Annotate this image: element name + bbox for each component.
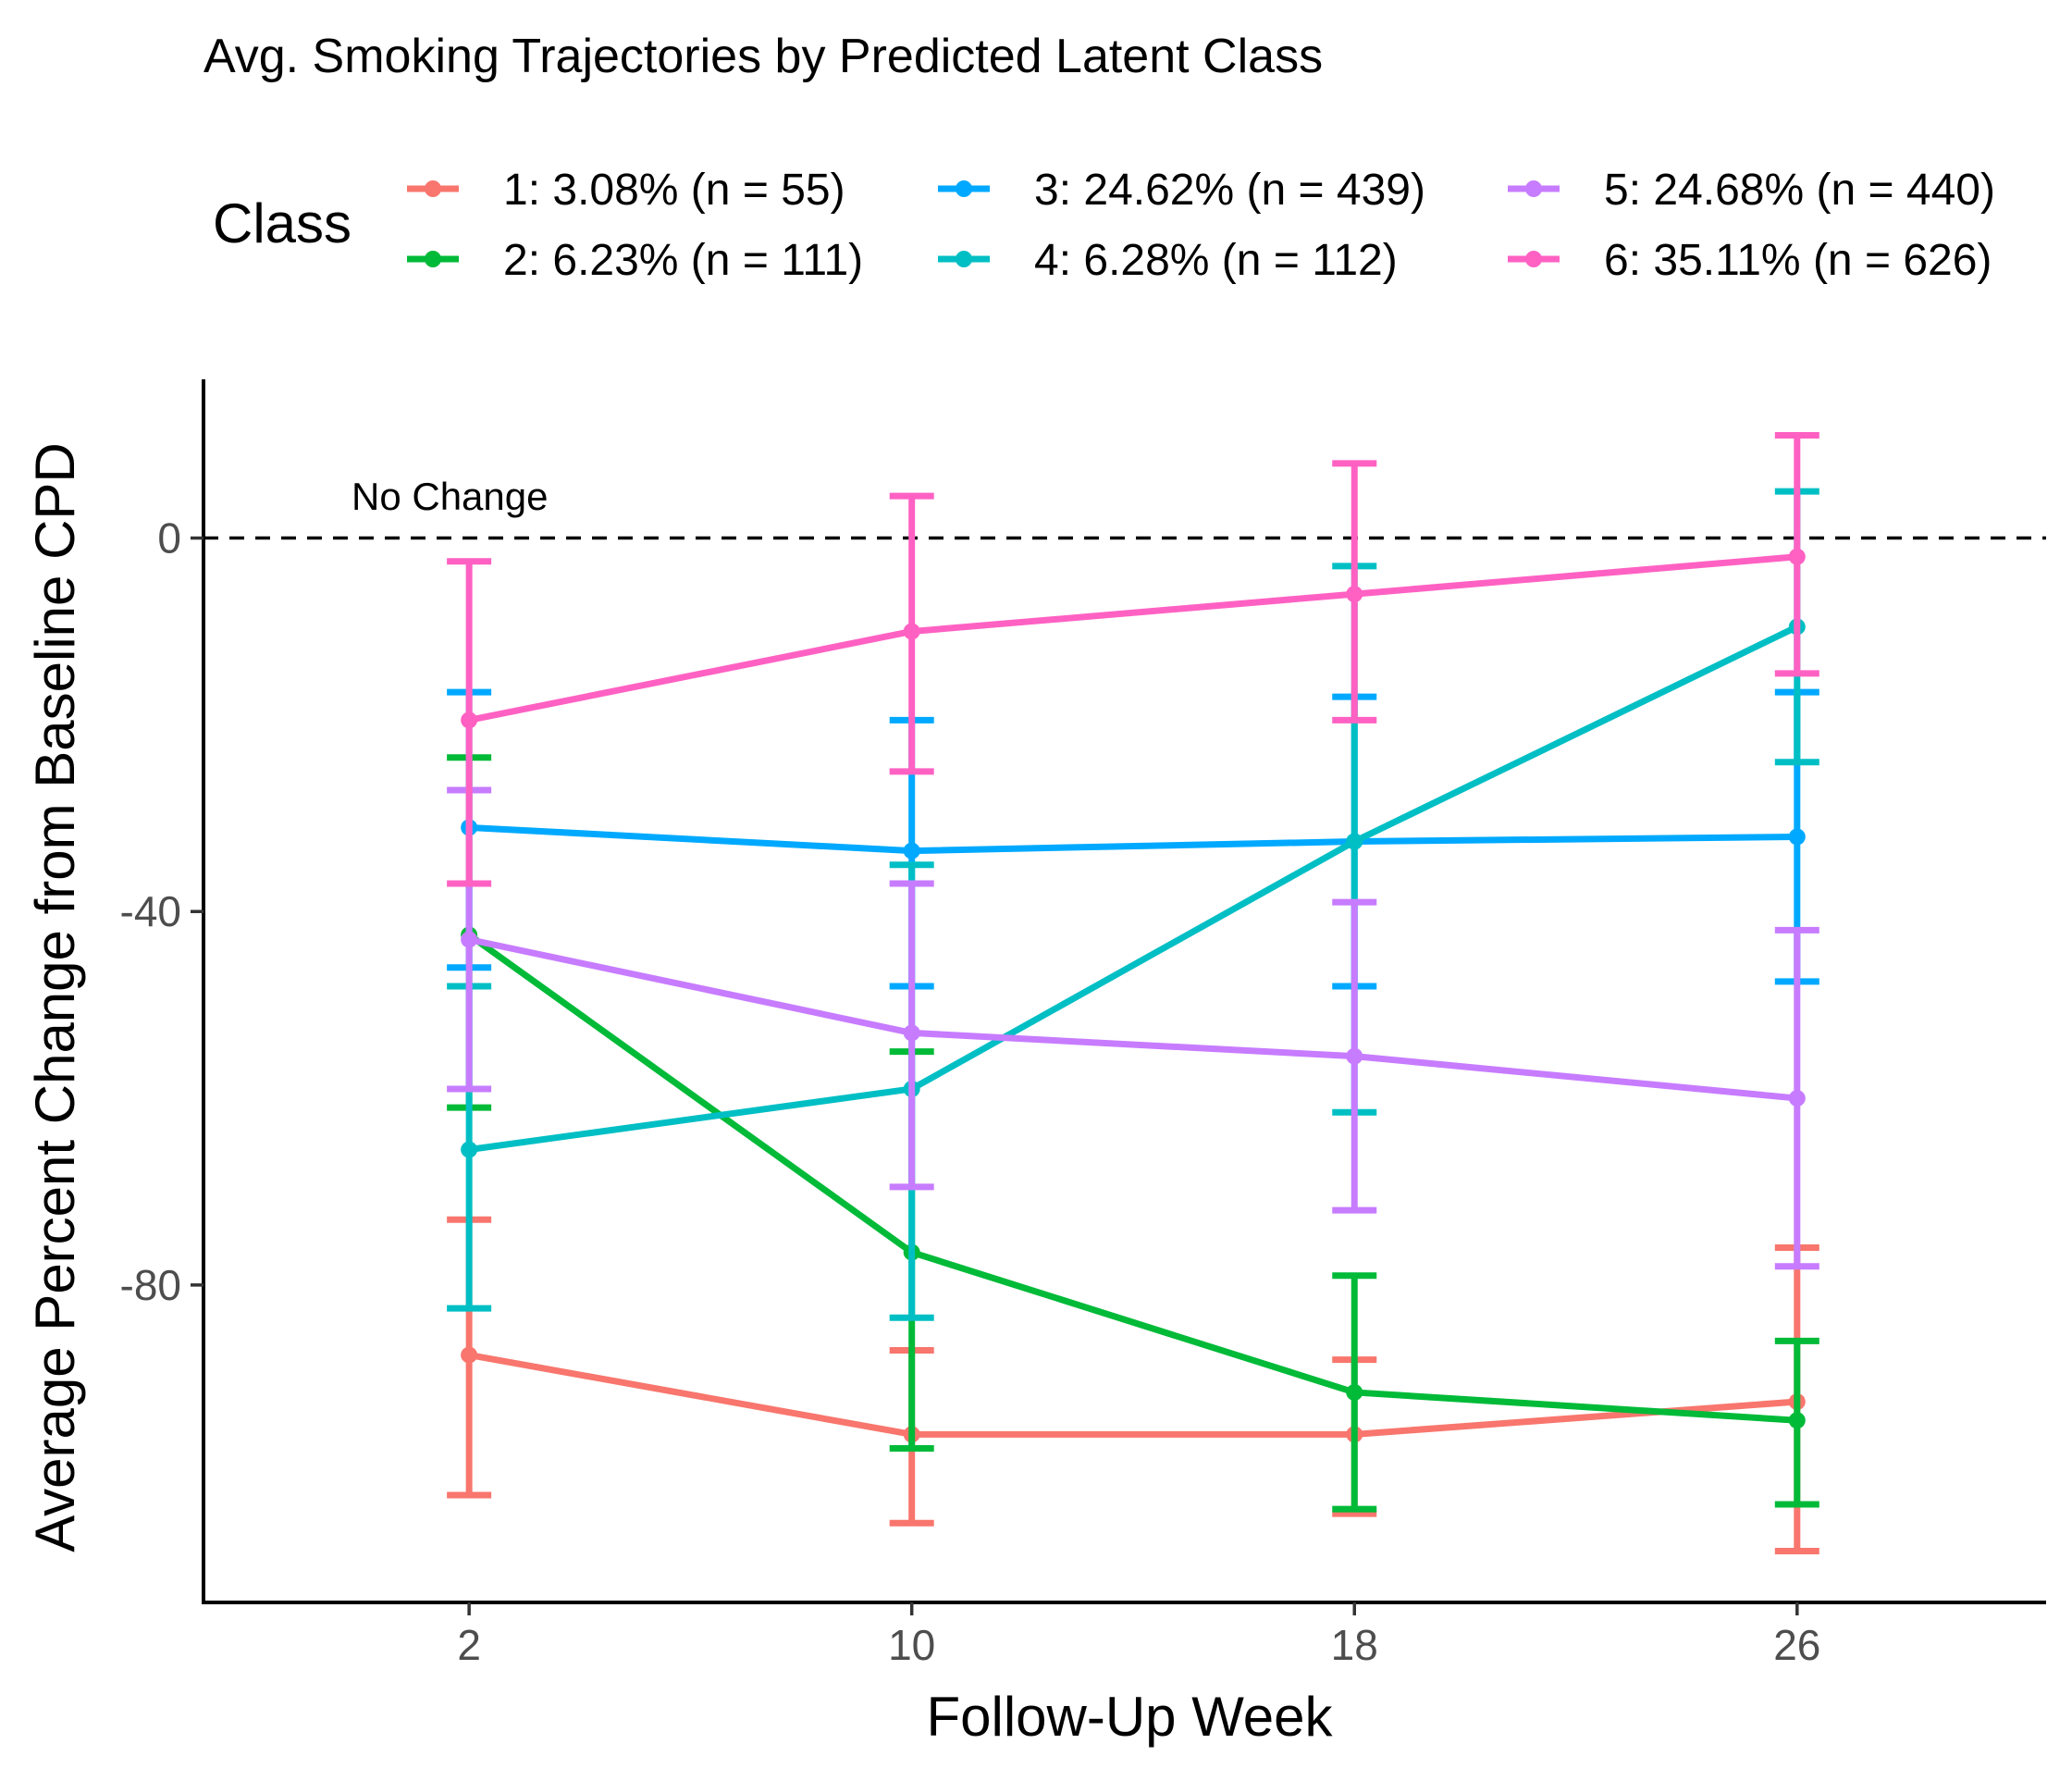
legend-label: 2: 6.23% (n = 111) (503, 236, 863, 285)
axes: 2 10 18 26 0 -40 -80 (120, 379, 2046, 1669)
data-point-class5-week2 (461, 931, 478, 948)
series-line-class5 (468, 936, 1798, 1102)
legend-item-class5: 5: 24.68% (n = 440) (1508, 166, 1995, 215)
data-point-class4-week2 (461, 1141, 478, 1158)
x-tick-label: 18 (1331, 1621, 1378, 1669)
legend-label: 1: 3.08% (n = 55) (503, 166, 845, 215)
legend-title: Class (213, 192, 352, 254)
legend-key-point (1525, 251, 1542, 267)
data-point-class6-week2 (461, 711, 478, 729)
legend-key-point (1525, 180, 1542, 197)
legend-label: 5: 24.68% (n = 440) (1604, 166, 1995, 215)
x-tick-label: 2 (457, 1621, 481, 1669)
legend: 1: 3.08% (n = 55) 2: 6.23% (n = 111) 3: 24… (407, 166, 1995, 285)
series-line-class4 (468, 624, 1799, 1154)
series-line-class1 (468, 1352, 1798, 1438)
legend-item-class1: 1: 3.08% (n = 55) (407, 166, 845, 215)
no-change-label: No Change (352, 475, 548, 518)
legend-key-point (956, 180, 972, 197)
plot-area: 2 10 18 26 0 -40 -80 (120, 379, 2046, 1669)
data-point-class2-week26 (1788, 1412, 1806, 1429)
series-5 (447, 786, 1819, 1270)
data-point-class6-week10 (903, 623, 920, 640)
data-point-class1-week2 (461, 1346, 478, 1364)
y-axis-title: Average Percent Change from Baseline CPD (24, 442, 86, 1552)
series-2 (447, 754, 1819, 1513)
series-layer (447, 432, 1819, 1554)
y-tick-label: 0 (157, 514, 181, 563)
data-point-class6-week26 (1788, 548, 1806, 565)
legend-label: 4: 6.28% (n = 112) (1034, 236, 1398, 285)
series-line-class6 (468, 553, 1798, 724)
data-point-class6-week18 (1346, 586, 1363, 603)
legend-label: 6: 35.11% (n = 626) (1604, 236, 1992, 285)
y-tick-label: -40 (120, 887, 181, 935)
legend-item-class3: 3: 24.62% (n = 439) (938, 166, 1425, 215)
data-point-class5-week26 (1788, 1090, 1806, 1107)
y-tick-label: -80 (120, 1261, 181, 1309)
series-6 (447, 432, 1819, 887)
x-tick-label: 10 (888, 1621, 935, 1669)
data-point-class3-week10 (903, 842, 920, 860)
series-1 (447, 1216, 1819, 1554)
legend-key-point (425, 180, 441, 197)
data-point-class3-week26 (1788, 828, 1806, 846)
legend-label: 3: 24.62% (n = 439) (1034, 166, 1425, 215)
series-3 (447, 688, 1819, 990)
data-point-class4-week18 (1346, 833, 1363, 850)
legend-key-point (425, 251, 441, 267)
legend-key-point (956, 251, 972, 267)
x-tick-label: 26 (1773, 1621, 1820, 1669)
data-point-class2-week18 (1346, 1383, 1363, 1401)
series-line-class2 (467, 932, 1798, 1424)
data-point-class5-week10 (903, 1024, 920, 1042)
legend-item-class2: 2: 6.23% (n = 111) (407, 236, 863, 285)
x-axis-title: Follow-Up Week (926, 1686, 1333, 1748)
series-line-class3 (468, 823, 1797, 855)
data-point-class5-week18 (1346, 1047, 1363, 1065)
legend-item-class4: 4: 6.28% (n = 112) (938, 236, 1398, 285)
chart-title: Avg. Smoking Trajectories by Predicted L… (204, 30, 1323, 83)
legend-item-class6: 6: 35.11% (n = 626) (1508, 236, 1992, 285)
